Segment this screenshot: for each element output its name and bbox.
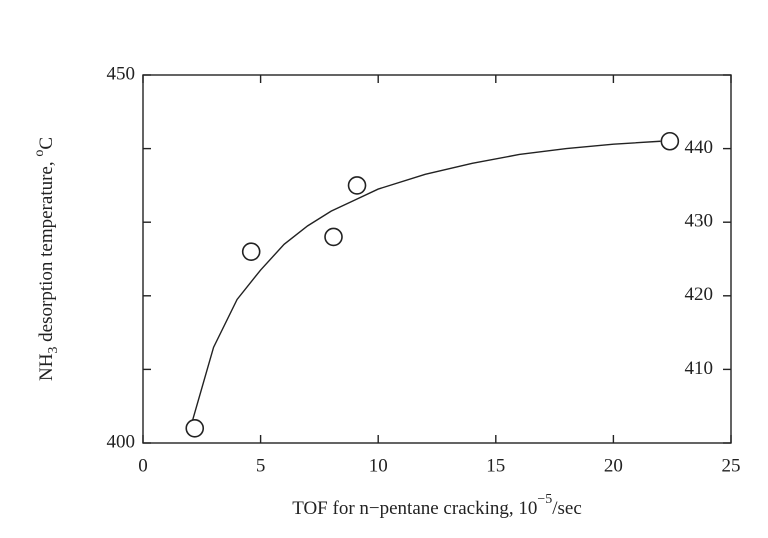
y-label-text: C [36, 137, 57, 150]
y-axis-label: NH3 desorption temperature, oC [32, 137, 61, 381]
y-tick-label: 440 [685, 137, 714, 158]
y-tick-label: 410 [685, 358, 714, 379]
x-tick-label: 15 [486, 455, 505, 476]
y-label-sub: 3 [46, 347, 61, 354]
x-tick-label: 20 [604, 455, 623, 476]
x-tick-label: 5 [256, 455, 266, 476]
x-label-text: /sec [552, 498, 582, 519]
y-tick-label: 450 [107, 63, 136, 84]
point [660, 131, 680, 151]
y-label-text: NH [36, 353, 57, 381]
x-tick-label: 10 [369, 455, 388, 476]
y-tick-label: 430 [685, 211, 714, 232]
point [185, 418, 205, 438]
point [324, 227, 343, 247]
fit-curve [191, 140, 661, 422]
x-axis-label: TOF for n−pentane cracking, 10−5/sec [292, 492, 582, 519]
x-tick-label: 25 [722, 455, 741, 476]
point [241, 242, 261, 261]
plot-frame [142, 74, 732, 444]
y-label-sup: o [32, 150, 47, 157]
y-label-text: desorption temperature, [36, 157, 57, 347]
y-tick-label: 420 [685, 284, 714, 305]
x-tick-label: 0 [138, 455, 148, 476]
y-tick-label: 400 [107, 431, 136, 452]
x-label-sup: −5 [537, 492, 552, 507]
x-label-text: TOF for n−pentane cracking, 10 [292, 498, 537, 519]
point [347, 176, 367, 195]
